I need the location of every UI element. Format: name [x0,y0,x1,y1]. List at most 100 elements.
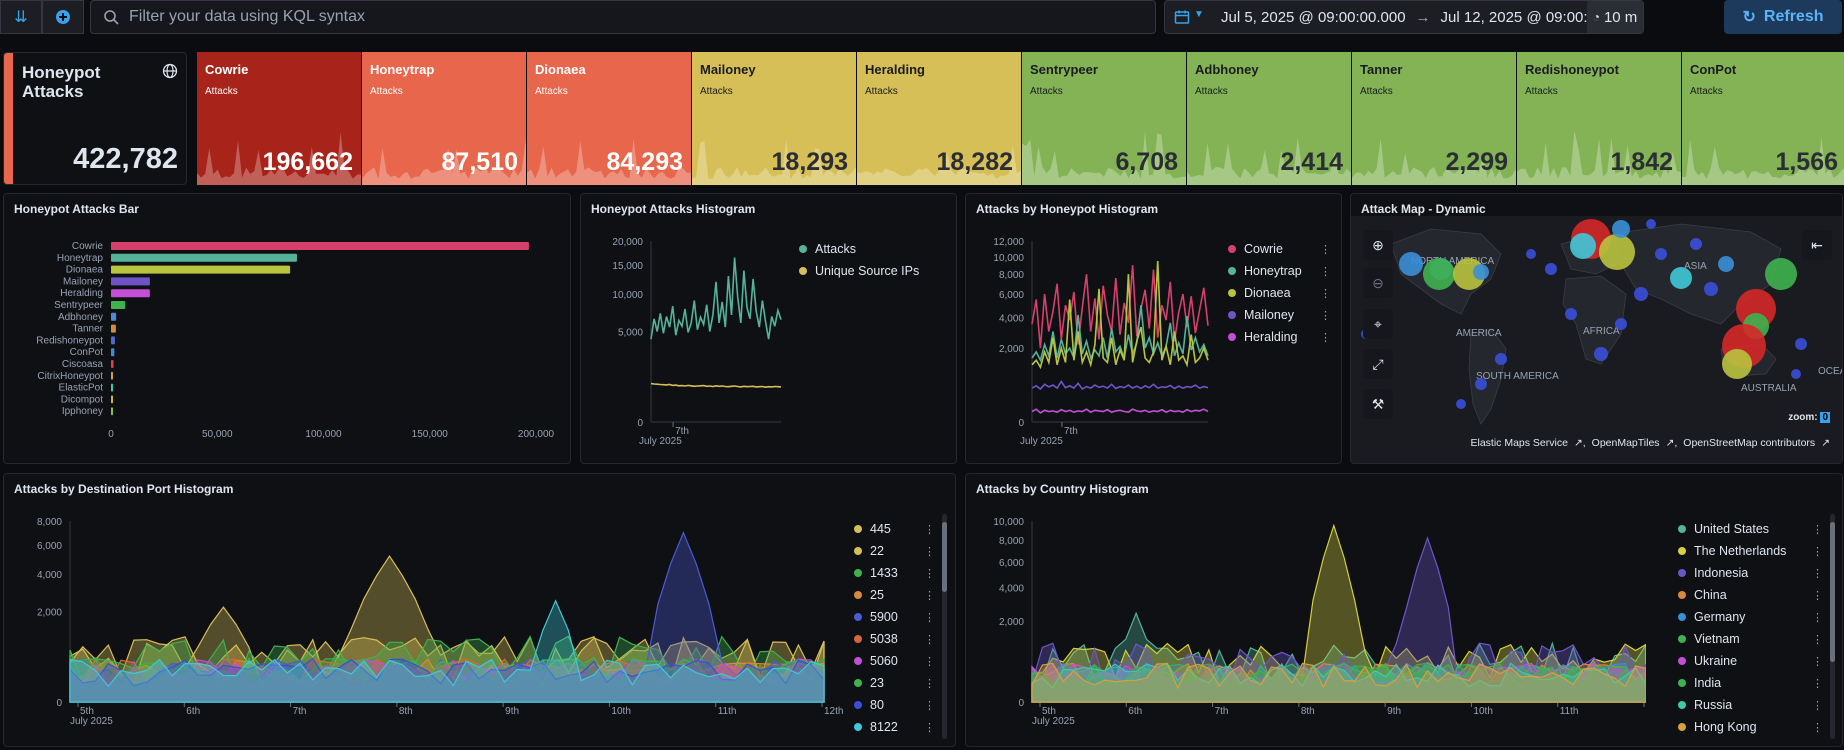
filter-menu-button[interactable]: ⇊ [0,0,42,34]
metric-card-adbhoney[interactable]: Adbhoney Attacks 2,414 [1187,52,1351,185]
bar-label: Sentrypeer [54,300,104,311]
kebab-icon[interactable]: ⋮ [924,655,935,668]
legend-item[interactable]: Germany ⋮ [1678,606,1823,628]
legend-scrollbar[interactable] [1830,514,1835,739]
crosshair-icon: ⌖ [1374,315,1382,332]
zoom-out-button[interactable]: ⊖ [1363,268,1393,298]
kebab-icon[interactable]: ⋮ [1320,243,1331,256]
bar-label: Mailoney [63,276,103,287]
zoom-label: zoom: [1788,412,1818,423]
legend-swatch [854,701,862,709]
kebab-icon[interactable]: ⋮ [1320,309,1331,322]
legend-item[interactable]: Attacks [799,238,949,260]
date-start[interactable]: Jul 5, 2025 @ 09:00:00.000 [1221,8,1406,26]
metric-subtitle: Attacks [700,86,733,97]
legend-item[interactable]: China ⋮ [1678,584,1823,606]
legend-item[interactable]: Mailoney ⋮ [1228,304,1331,326]
legend-item[interactable]: Russia ⋮ [1678,694,1823,716]
search-input[interactable]: Filter your data using KQL syntax [90,0,1156,34]
kebab-icon[interactable]: ⋮ [1320,265,1331,278]
attribution-link[interactable]: Elastic Maps Service [1470,437,1568,449]
legend-item[interactable]: Indonesia ⋮ [1678,562,1823,584]
metric-card-tanner[interactable]: Tanner Attacks 2,299 [1352,52,1516,185]
metric-value: 84,293 [606,148,683,176]
legend-item[interactable]: India ⋮ [1678,672,1823,694]
legend-item[interactable]: Unique Source IPs [799,260,949,282]
metric-value: 196,662 [262,148,353,176]
fullscreen-button[interactable]: ⤢ [1363,349,1393,379]
metric-card-redishoneypot[interactable]: Redishoneypot Attacks 1,842 [1517,52,1681,185]
legend-item[interactable]: Hong Kong ⋮ [1678,716,1823,738]
kebab-icon[interactable]: ⋮ [1812,545,1823,558]
kebab-icon[interactable]: ⋮ [924,523,935,536]
legend-item[interactable]: 22 ⋮ [854,540,935,562]
legend-item[interactable]: 445 ⋮ [854,518,935,540]
legend-item[interactable]: 5900 ⋮ [854,606,935,628]
attribution-link[interactable]: OpenMapTiles [1591,437,1660,449]
kebab-icon[interactable]: ⋮ [1812,677,1823,690]
legend-item[interactable]: Dionaea ⋮ [1228,282,1331,304]
kebab-icon[interactable]: ⋮ [1812,589,1823,602]
kebab-icon[interactable]: ⋮ [924,545,935,558]
x-tick-label: 12th [824,706,843,717]
external-link-icon: ↗, [1665,437,1678,449]
refresh-button[interactable]: ↻ Refresh [1724,0,1842,34]
metric-card-heralding[interactable]: Heralding Attacks 18,282 [857,52,1021,185]
metric-card-honeytrap[interactable]: Honeytrap Attacks 87,510 [362,52,526,185]
kebab-icon[interactable]: ⋮ [1812,699,1823,712]
kebab-icon[interactable]: ⋮ [924,633,935,646]
legend-item[interactable]: Heralding ⋮ [1228,326,1331,348]
kebab-icon[interactable]: ⋮ [1812,655,1823,668]
date-end[interactable]: Jul 12, 2025 @ 09:00:00.000 [1440,8,1634,26]
legend-scrollbar[interactable] [942,514,947,739]
kebab-icon[interactable]: ⋮ [1812,633,1823,646]
date-picker[interactable]: ▼ Jul 5, 2025 @ 09:00:00.000 → Jul 12, 2… [1164,0,1644,34]
kebab-icon[interactable]: ⋮ [924,589,935,602]
legend-item[interactable]: Cowrie ⋮ [1228,238,1331,260]
legend-item[interactable]: 5060 ⋮ [854,650,935,672]
kebab-icon[interactable]: ⋮ [1812,523,1823,536]
kebab-icon[interactable]: ⋮ [1320,287,1331,300]
kebab-icon[interactable]: ⋮ [924,567,935,580]
legend-item[interactable]: 25 ⋮ [854,584,935,606]
legend-item[interactable]: 8122 ⋮ [854,716,935,738]
legend-item[interactable]: 5038 ⋮ [854,628,935,650]
legend-label: The Netherlands [1694,544,1787,558]
y-tick-label: 4,000 [999,584,1024,595]
kebab-icon[interactable]: ⋮ [1812,567,1823,580]
legend-swatch [854,613,862,621]
attribution-link[interactable]: OpenStreetMap contributors [1683,437,1816,449]
kebab-icon[interactable]: ⋮ [1812,611,1823,624]
legend-item[interactable]: Vietnam ⋮ [1678,628,1823,650]
kebab-icon[interactable]: ⋮ [1812,721,1823,734]
metric-card-mailoney[interactable]: Mailoney Attacks 18,293 [692,52,856,185]
legend-item[interactable]: 23 ⋮ [854,672,935,694]
legend-label: Germany [1694,610,1746,624]
calendar-icon[interactable]: ▼ [1165,9,1213,25]
x-tick-label: 5th [80,706,94,717]
add-filter-button[interactable] [42,0,84,34]
metric-card-conpot[interactable]: ConPot Attacks 1,566 [1682,52,1844,185]
metric-card-dionaea[interactable]: Dionaea Attacks 84,293 [527,52,691,185]
legend-item[interactable]: The Netherlands ⋮ [1678,540,1823,562]
kebab-icon[interactable]: ⋮ [924,677,935,690]
layer-control-button[interactable]: ⇤ [1802,230,1832,260]
legend-item[interactable]: 1433 ⋮ [854,562,935,584]
bar-label: Cowrie [72,241,104,252]
auto-refresh-interval[interactable]: ◔ 10 m [1587,1,1643,33]
kebab-icon[interactable]: ⋮ [924,611,935,624]
kebab-icon[interactable]: ⋮ [1320,331,1331,344]
kebab-icon[interactable]: ⋮ [924,721,935,734]
legend-item[interactable]: United States ⋮ [1678,518,1823,540]
kebab-icon[interactable]: ⋮ [924,699,935,712]
metric-card-sentrypeer[interactable]: Sentrypeer Attacks 6,708 [1022,52,1186,185]
legend-item[interactable]: Ukraine ⋮ [1678,650,1823,672]
zoom-in-button[interactable]: ⊕ [1363,230,1393,260]
locate-button[interactable]: ⌖ [1363,309,1393,339]
legend-item[interactable]: 80 ⋮ [854,694,935,716]
metric-card-cowrie[interactable]: Cowrie Attacks 196,662 [197,52,361,185]
globe-icon[interactable] [162,63,178,79]
draw-tools-button[interactable]: ⚒ [1363,389,1393,419]
legend-item[interactable]: Honeytrap ⋮ [1228,260,1331,282]
